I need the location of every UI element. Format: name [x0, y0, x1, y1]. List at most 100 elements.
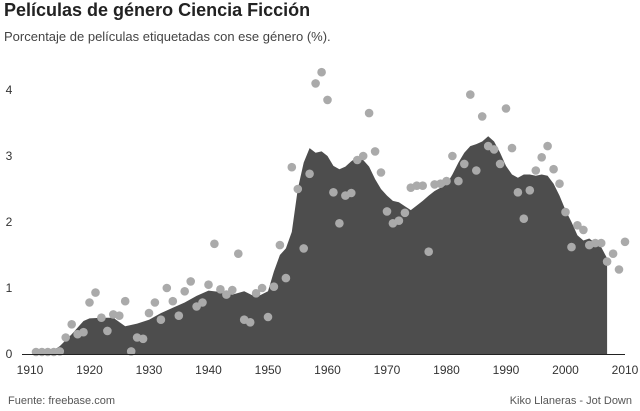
x-tick-label: 1990: [493, 363, 520, 377]
scatter-point: [120, 296, 130, 306]
scatter-point: [216, 285, 225, 294]
scatter-point: [537, 153, 546, 162]
chart-subtitle: Porcentaje de películas etiquetadas con …: [4, 29, 331, 44]
scatter-point: [85, 298, 94, 307]
scatter-point: [311, 79, 320, 88]
scatter-point: [555, 179, 564, 188]
scatter-point: [228, 285, 237, 295]
scatter-point: [525, 186, 535, 195]
y-tick-label: 0: [6, 347, 13, 361]
y-tick-label: 1: [6, 281, 13, 295]
scatter-point: [323, 95, 332, 105]
scatter-point: [162, 283, 172, 293]
scatter-point: [103, 326, 112, 336]
x-tick-label: 1910: [17, 363, 44, 377]
scatter-point: [180, 287, 189, 296]
scatter-point: [561, 207, 570, 217]
scatter-point: [305, 169, 314, 179]
source-note: Fuente: freebase.com: [8, 395, 116, 407]
scatter-point: [531, 166, 541, 175]
x-tick-label: 1970: [374, 363, 401, 377]
x-tick-label: 1980: [433, 363, 460, 377]
scatter-point: [358, 151, 368, 161]
scatter-point: [501, 104, 511, 113]
scatter-point: [602, 257, 612, 266]
scatter-point: [317, 67, 326, 77]
scatter-point: [567, 242, 576, 252]
scatter-point: [608, 249, 618, 258]
scatter-point: [293, 184, 303, 194]
scatter-point: [596, 238, 606, 248]
scatter-point: [281, 273, 291, 283]
scatter-point: [168, 296, 178, 306]
scatter-point: [61, 333, 70, 342]
scatter-point: [150, 298, 160, 307]
scatter-point: [472, 166, 481, 175]
x-tick-label: 2000: [552, 363, 579, 377]
scatter-point: [442, 176, 451, 186]
scatter-point: [424, 247, 434, 256]
scatter-point: [460, 159, 469, 169]
x-tick-label: 1950: [255, 363, 282, 377]
scatter-point: [126, 347, 136, 356]
x-tick-label: 1920: [76, 363, 103, 377]
scatter-point: [138, 334, 148, 344]
scatter-point: [519, 214, 529, 223]
scatter-point: [614, 265, 624, 274]
scatter-point: [466, 90, 475, 99]
scatter-point: [245, 318, 255, 327]
area-series: [47, 136, 608, 354]
scatter-point: [549, 164, 558, 174]
scatter-point: [448, 151, 457, 161]
x-tick-label: 1930: [136, 363, 163, 377]
y-tick-label: 2: [6, 215, 13, 229]
scatter-point: [370, 147, 380, 156]
scatter-point: [579, 225, 588, 235]
scatter-point: [335, 219, 344, 228]
scatter-point: [186, 277, 195, 286]
scatter-point: [489, 145, 499, 154]
scatter-point: [257, 283, 267, 293]
scatter-point: [91, 288, 100, 297]
scatter-point: [543, 141, 552, 151]
scatter-point: [275, 240, 285, 250]
scatter-point: [513, 188, 523, 197]
scatter-point: [210, 239, 219, 249]
scatter-point: [55, 347, 65, 356]
scatter-point: [156, 315, 166, 325]
scatter-point: [329, 188, 338, 197]
scatter-point: [287, 162, 297, 172]
scatter-point: [234, 249, 243, 258]
scatter-point: [573, 221, 582, 230]
scatter-point: [477, 112, 487, 121]
scatter-point: [251, 289, 261, 298]
scatter-point: [620, 237, 630, 247]
scatter-point: [347, 188, 356, 198]
chart-title: Películas de género Ciencia Ficción: [4, 0, 311, 20]
credit-note: Kiko Llaneras - Jot Down: [509, 395, 632, 407]
scatter-point: [174, 311, 184, 321]
x-tick-label: 1960: [314, 363, 341, 377]
scatter-layer: [31, 67, 630, 357]
y-tick-label: 4: [6, 83, 13, 97]
scatter-point: [144, 308, 154, 318]
scatter-point: [376, 168, 386, 177]
area-layer: [47, 136, 608, 354]
scatter-point: [115, 311, 124, 321]
scatter-point: [591, 238, 600, 248]
scatter-point: [507, 143, 517, 153]
y-tick-label: 3: [6, 149, 13, 163]
y-axis-labels: 0 1 2 3 4: [6, 83, 13, 361]
scatter-point: [79, 327, 88, 337]
scatter-point: [198, 298, 207, 307]
scatter-point: [222, 290, 231, 299]
scatter-point: [382, 207, 392, 216]
scatter-point: [204, 280, 213, 290]
scatter-point: [400, 208, 410, 218]
x-axis: 1910 1920 1930 1940 1950 1960 1970 1980 1990 2000…: [17, 354, 639, 377]
scatter-point: [67, 320, 76, 329]
scatter-point: [299, 244, 309, 253]
scatter-point: [97, 313, 106, 323]
scatter-point: [454, 176, 463, 186]
